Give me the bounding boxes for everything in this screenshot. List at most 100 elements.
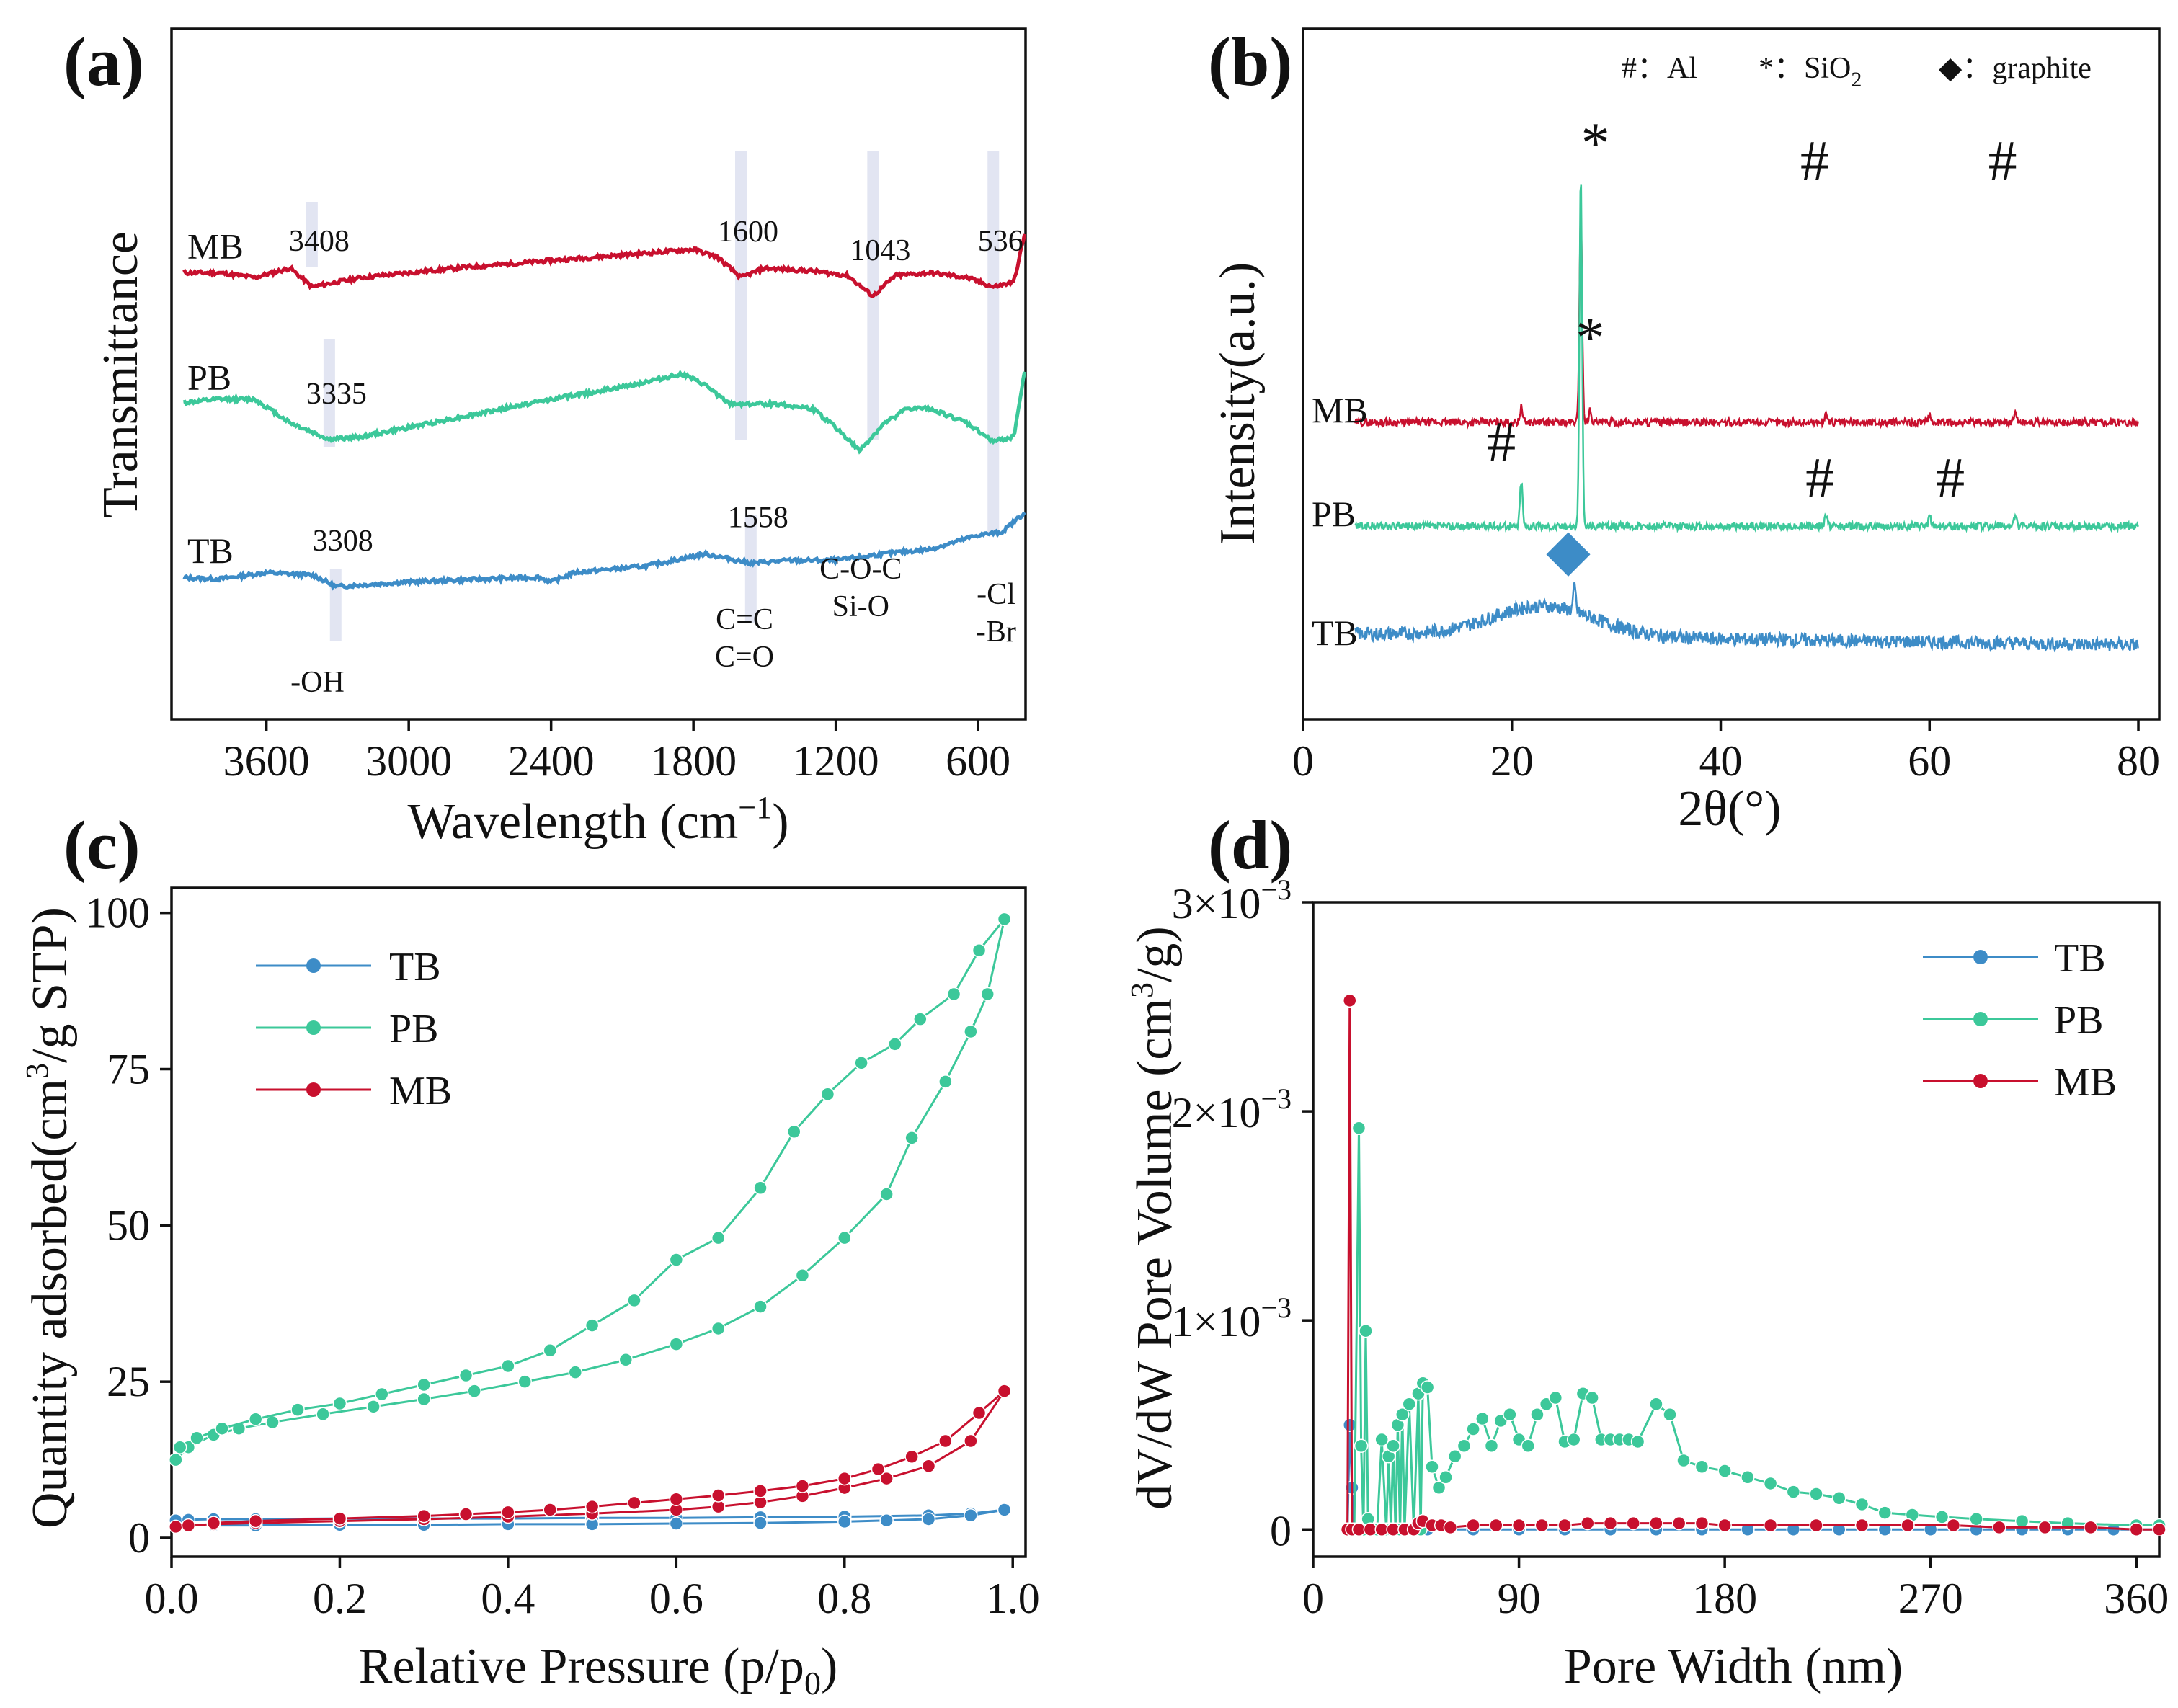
ftir-series-label-tb: TB (187, 530, 234, 571)
xrd-annotation-2: # (1988, 130, 2017, 193)
pore-point-pb-32 (1484, 1438, 1499, 1453)
panel-c-x-axis-title: Relative Pressure (p/p0) (359, 1639, 838, 1702)
panel-d-x-axis-title: Pore Width (nm) (1564, 1639, 1903, 1694)
legend-label-mb: MB (2054, 1060, 2117, 1105)
xrd-series-label-pb: PB (1312, 494, 1356, 534)
isotherm-point-mb-adsorption-1 (181, 1518, 196, 1533)
panel-b-annotations: * # # * # # # ◆ (1487, 112, 2017, 582)
xrd-line-tb (1354, 582, 2139, 653)
pore-point-pb-41 (1566, 1432, 1581, 1447)
panel-a-label: (a) (63, 23, 144, 100)
isotherm-point-mb-desorption-10 (627, 1495, 641, 1511)
x-tick-label-0.4: 0.4 (481, 1575, 535, 1622)
isotherm-point-pb-desorption-12 (584, 1318, 600, 1333)
x-tick-label-0.8: 0.8 (817, 1575, 871, 1622)
isotherm-point-pb-desorption-17 (375, 1387, 389, 1402)
xrd-line-mb (1354, 218, 2139, 430)
isotherm-point-tb-desorption-2 (921, 1512, 936, 1526)
legend-marker-pb (306, 1020, 321, 1035)
pore-point-pb-17 (1395, 1407, 1410, 1422)
isotherm-point-pb-desorption-2 (946, 987, 961, 1002)
pore-point-pb-39 (1548, 1390, 1563, 1405)
pore-point-pb-31 (1475, 1411, 1490, 1426)
isotherm-point-pb-desorption-3 (913, 1012, 928, 1026)
ftir-line-mb (182, 233, 1027, 298)
pore-point-pb-51 (1676, 1453, 1691, 1468)
panel-a-x-axis-title: Wavelength (cm−1) (407, 790, 788, 850)
isotherm-point-mb-desorption-9 (669, 1492, 684, 1506)
x-tick-label-360: 360 (2104, 1575, 2169, 1622)
legend-label-tb: TB (2054, 936, 2106, 981)
isotherm-point-pb-desorption-21 (215, 1421, 229, 1436)
isotherm-point-pb-adsorption-10 (568, 1365, 583, 1379)
isotherm-point-pb-adsorption-19 (938, 1075, 953, 1089)
pore-point-mb-35 (2152, 1522, 2166, 1537)
isotherm-point-pb-desorption-14 (501, 1358, 515, 1374)
marker-band-0 (306, 202, 318, 267)
panel-b-x-axis-title: 2θ(°) (1678, 781, 1781, 837)
isotherm-point-pb-adsorption-4 (265, 1415, 280, 1430)
isotherm-point-pb-desorption-10 (669, 1253, 684, 1267)
pore-point-mb-32 (2037, 1520, 2053, 1535)
band-label-3-0: -Cl (977, 578, 1015, 611)
pore-point-pb-29 (1457, 1438, 1472, 1453)
pore-point-pb-50 (1663, 1407, 1677, 1422)
pore-point-mb-25 (1717, 1518, 1732, 1533)
peak-label-1600: 1600 (718, 215, 778, 249)
pore-point-pb-56 (1786, 1485, 1801, 1499)
x-tick-label-0: 0 (1302, 1575, 1324, 1622)
pore-point-mb-23 (1671, 1516, 1686, 1531)
x-tick-label-0.2: 0.2 (313, 1575, 367, 1622)
y-tick-label-0: 0 (128, 1514, 150, 1562)
panel-b-x-ticks: 0 20 40 60 80 (1292, 719, 2160, 785)
legend-sio2: *：SiO2 (1759, 52, 1862, 92)
xrd-annotation-0: * (1581, 112, 1610, 175)
x-tick-label-0: 0 (1292, 737, 1314, 785)
isotherm-point-pb-desorption-15 (458, 1368, 474, 1383)
isotherm-point-pb-desorption-19 (290, 1402, 305, 1417)
band-label-1-0: C=C (716, 603, 773, 636)
isotherm-point-pb-adsorption-20 (964, 1024, 978, 1039)
pore-point-pb-28 (1447, 1449, 1462, 1464)
pore-point-tb-1 (1343, 1418, 1357, 1432)
pore-point-mb-21 (1626, 1516, 1640, 1531)
panel-b-y-axis-title: Intensity(a.u.) (1210, 262, 1266, 546)
x-tick-label-0.6: 0.6 (649, 1575, 703, 1622)
pore-point-mb-18 (1557, 1518, 1572, 1533)
isotherm-point-pb-desorption-23 (172, 1440, 187, 1454)
pore-point-pb-25 (1425, 1459, 1439, 1475)
isotherm-point-tb-desorption-3 (879, 1513, 894, 1528)
pore-point-mb-17 (1534, 1518, 1550, 1533)
pore-point-pb-27 (1439, 1470, 1453, 1485)
band-label-2-1: Si-O (832, 590, 889, 623)
isotherm-point-pb-adsorption-18 (904, 1131, 919, 1145)
legend-marker-pb (1973, 1012, 1988, 1026)
isotherm-point-pb-adsorption-15 (795, 1268, 810, 1283)
x-tick-label-60: 60 (1908, 737, 1951, 785)
legend-marker-tb (306, 958, 321, 973)
isotherm-point-pb-desorption-5 (854, 1056, 868, 1070)
isotherm-point-pb-adsorption-11 (618, 1353, 634, 1367)
peak-label-3308: 3308 (313, 525, 373, 558)
panel-d-y-axis-title: dV/dW Pore Volume (cm3/g) (1124, 926, 1183, 1509)
pore-point-pb-9 (1374, 1432, 1389, 1447)
x-tick-label-40: 40 (1699, 737, 1743, 785)
isotherm-point-mb-desorption-8 (711, 1488, 726, 1503)
pore-point-mb-33 (2084, 1520, 2098, 1535)
ftir-series-label-pb: PB (187, 357, 231, 398)
isotherm-point-mb-desorption-4 (871, 1462, 886, 1477)
pore-point-pb-13 (1386, 1438, 1400, 1453)
pore-point-mb-13 (1443, 1520, 1458, 1535)
panel-d-label: (d) (1208, 806, 1292, 884)
legend-al: #：Al (1622, 52, 1697, 85)
pore-point-pb-2 (1351, 1121, 1366, 1136)
pore-point-mb-24 (1694, 1516, 1710, 1531)
isotherm-point-mb-desorption-11 (584, 1499, 600, 1514)
isotherm-point-mb-desorption-6 (795, 1479, 810, 1493)
panel-b-legend: #：Al *：SiO2 ◆：graphite (1622, 52, 2092, 92)
pore-point-mb-30 (1946, 1518, 1961, 1533)
peak-label-536: 536 (978, 225, 1023, 258)
